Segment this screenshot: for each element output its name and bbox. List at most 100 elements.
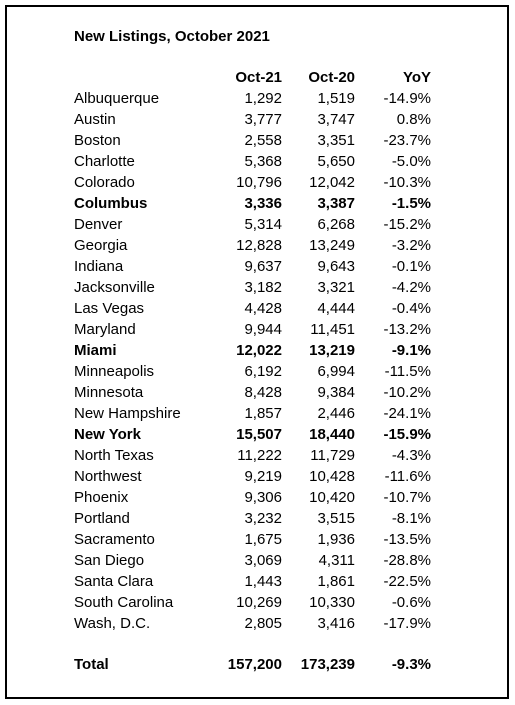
cell: 13,219 (309, 342, 355, 359)
cell: 9,306 (244, 489, 282, 506)
row-label: Santa Clara (74, 573, 154, 590)
total-cell: 157,200 (227, 656, 282, 673)
cell: -13.5% (383, 531, 431, 548)
cell: -9.1% (391, 342, 431, 359)
total-cell: 173,239 (300, 656, 355, 673)
row-label: San Diego (74, 552, 145, 569)
cell: -1.5% (391, 195, 431, 212)
cell: 10,420 (309, 489, 355, 506)
cell: -0.1% (391, 258, 431, 275)
cell: -22.5% (383, 573, 431, 590)
cell: 3,069 (244, 552, 282, 569)
cell: 3,416 (317, 615, 355, 632)
cell: 11,729 (310, 447, 355, 464)
cell: -0.6% (391, 594, 431, 611)
cell: -10.7% (383, 489, 431, 506)
row-label: Wash, D.C. (74, 615, 151, 632)
cell: 1,443 (244, 573, 282, 590)
cell: -15.9% (383, 426, 431, 443)
cell: 9,219 (244, 468, 282, 485)
cell: 8,428 (244, 384, 282, 401)
total-label: Total (74, 656, 109, 673)
cell: -4.3% (391, 447, 431, 464)
cell: 11,222 (237, 447, 282, 464)
cell: -11.6% (384, 468, 431, 485)
column-header: Oct-21 (235, 69, 282, 86)
cell: -24.1% (383, 405, 431, 422)
cell: 4,444 (317, 300, 355, 317)
title: New Listings, October 2021 (74, 28, 270, 45)
cell: 1,861 (317, 573, 355, 590)
cell: 10,269 (236, 594, 282, 611)
cell: 1,857 (244, 405, 282, 422)
row-label: Maryland (74, 321, 136, 338)
row-label: Albuquerque (74, 90, 160, 107)
cell: -11.5% (384, 363, 431, 380)
cell: -23.7% (383, 132, 431, 149)
cell: -28.8% (383, 552, 431, 569)
frame (5, 5, 509, 699)
row-label: Charlotte (74, 153, 135, 170)
cell: 18,440 (309, 426, 355, 443)
column-header: YoY (402, 69, 431, 86)
cell: 2,805 (244, 615, 282, 632)
cell: 1,675 (244, 531, 282, 548)
row-label: South Carolina (74, 594, 174, 611)
cell: 1,519 (317, 90, 355, 107)
cell: 13,249 (309, 237, 355, 254)
cell: 12,828 (236, 237, 282, 254)
row-label: Phoenix (74, 489, 129, 506)
cell: 3,515 (317, 510, 355, 527)
cell: 1,936 (317, 531, 355, 548)
cell: 9,384 (317, 384, 355, 401)
cell: 3,232 (244, 510, 282, 527)
row-label: Indiana (74, 258, 124, 275)
total-cell: -9.3% (391, 656, 431, 673)
cell: 11,451 (310, 321, 355, 338)
cell: 3,747 (317, 111, 355, 128)
row-label: Georgia (74, 237, 128, 254)
cell: -17.9% (383, 615, 431, 632)
cell: 3,321 (317, 279, 355, 296)
row-label: Columbus (74, 195, 148, 212)
cell: 6,268 (317, 216, 355, 233)
cell: 0.8% (396, 111, 431, 128)
cell: 12,042 (309, 174, 355, 191)
row-label: New York (74, 426, 141, 443)
row-label: Denver (74, 216, 123, 233)
cell: -3.2% (391, 237, 431, 254)
cell: 4,428 (244, 300, 282, 317)
row-label: New Hampshire (74, 405, 181, 422)
row-label: Las Vegas (74, 300, 145, 317)
cell: -13.2% (383, 321, 431, 338)
cell: 3,777 (244, 111, 282, 128)
cell: 10,428 (309, 468, 355, 485)
cell: 9,637 (244, 258, 282, 275)
cell: 2,446 (317, 405, 355, 422)
cell: 1,292 (244, 90, 282, 107)
cell: 5,650 (317, 153, 355, 170)
row-label: Minneapolis (74, 363, 155, 380)
row-label: Jacksonville (74, 279, 155, 296)
cell: -0.4% (391, 300, 431, 317)
cell: 9,944 (244, 321, 282, 338)
cell: 3,336 (244, 195, 282, 212)
cell: 4,311 (318, 552, 355, 569)
cell: -8.1% (391, 510, 431, 527)
cell: 12,022 (236, 342, 282, 359)
cell: -4.2% (391, 279, 431, 296)
row-label: Sacramento (74, 531, 155, 548)
row-label: Colorado (74, 174, 135, 191)
row-label: Northwest (74, 468, 142, 485)
cell: 6,192 (244, 363, 282, 380)
cell: 10,796 (236, 174, 282, 191)
row-label: Miami (74, 342, 117, 359)
cell: -5.0% (391, 153, 431, 170)
cell: -14.9% (383, 90, 431, 107)
cell: 6,994 (317, 363, 355, 380)
row-label: Boston (74, 132, 121, 149)
row-label: North Texas (74, 447, 154, 464)
cell: -10.2% (383, 384, 431, 401)
cell: 15,507 (236, 426, 282, 443)
